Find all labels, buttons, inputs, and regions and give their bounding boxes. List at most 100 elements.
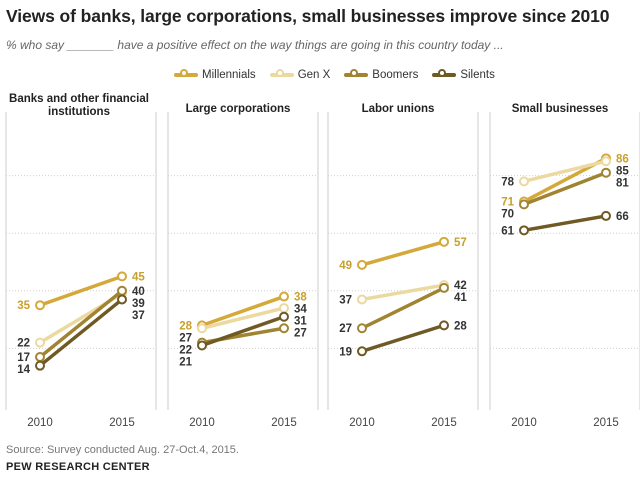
point-labor-gen-x-2010	[357, 294, 367, 305]
legend-label-millennials: Millennials	[202, 69, 256, 81]
data-label-banks-boomers-2015: 40	[132, 286, 145, 298]
point-large-gen-x-2010	[197, 323, 207, 334]
series-line-labor-gen-x	[360, 283, 446, 302]
point-small-boomers-2015	[601, 167, 611, 178]
data-label-banks-millennials-2010: 35	[17, 300, 30, 312]
data-label-large-gen-x-2015: 34	[294, 304, 307, 316]
x-tick-label-large-2010: 2010	[189, 417, 215, 429]
panel-title-large-corporations: Large corporations	[185, 103, 291, 115]
point-labor-boomers-2015	[439, 282, 449, 293]
legend-swatch-boomers	[344, 69, 369, 77]
point-large-silents-2015	[279, 311, 289, 322]
legend-label-genx: Gen X	[297, 69, 331, 81]
point-banks-silents-2015	[117, 294, 127, 305]
legend-item-boomers: Boomers	[344, 69, 418, 81]
point-labor-silents-2015	[439, 320, 449, 331]
point-banks-gen-x-2010	[35, 337, 45, 348]
data-label-banks-gen-x-2015: 39	[132, 298, 145, 310]
chart-title: Views of banks, large corporations, smal…	[6, 6, 610, 26]
data-label-small-boomers-2015: 81	[616, 177, 629, 189]
panel-title-labor-unions: Labor unions	[361, 103, 435, 115]
data-label-large-millennials-2010: 28	[179, 320, 192, 332]
data-label-labor-gen-x-2015: 42	[454, 280, 467, 292]
series-line-large-millennials	[200, 294, 286, 328]
data-label-small-millennials-2010: 71	[501, 197, 514, 209]
data-label-labor-millennials-2015: 57	[454, 237, 467, 249]
data-label-small-gen-x-2010: 78	[501, 176, 514, 188]
data-label-small-silents-2015: 66	[616, 211, 629, 223]
legend-swatch-genx	[269, 69, 294, 77]
data-label-banks-millennials-2015: 45	[132, 271, 145, 283]
point-labor-silents-2010	[357, 346, 367, 357]
point-large-silents-2010	[197, 340, 207, 351]
data-label-large-silents-2010: 21	[179, 356, 192, 368]
point-labor-boomers-2010	[357, 323, 367, 334]
data-label-labor-boomers-2010: 27	[339, 323, 352, 335]
legend-label-silents: Silents	[460, 69, 495, 81]
data-label-labor-gen-x-2010: 37	[339, 294, 352, 306]
x-tick-label-banks-2015: 2015	[109, 417, 135, 429]
data-label-small-boomers-2010: 70	[501, 209, 514, 221]
data-label-banks-silents-2010: 14	[17, 364, 30, 376]
x-tick-label-labor-2010: 2010	[349, 417, 375, 429]
chart-subtitle: % who say _______ have a positive effect…	[6, 38, 504, 52]
point-small-silents-2015	[601, 210, 611, 221]
data-label-large-boomers-2015: 27	[294, 328, 307, 340]
data-label-labor-silents-2015: 28	[454, 320, 467, 332]
data-label-large-gen-x-2010: 27	[179, 332, 192, 344]
point-small-gen-x-2010	[519, 176, 529, 187]
series-line-banks-boomers	[38, 289, 124, 359]
data-label-banks-silents-2015: 37	[132, 310, 145, 322]
point-large-millennials-2015	[279, 291, 289, 302]
data-label-labor-silents-2010: 19	[339, 346, 352, 358]
data-label-small-gen-x-2015: 85	[616, 165, 629, 177]
point-banks-millennials-2010	[35, 300, 45, 311]
legend-label-boomers: Boomers	[372, 69, 419, 81]
legend-item-millennials: Millennials	[174, 69, 256, 81]
data-label-large-silents-2015: 31	[294, 316, 307, 328]
legend-swatch-silents	[432, 69, 457, 77]
legend-swatch-millennials	[174, 69, 198, 77]
series-line-banks-millennials	[38, 274, 124, 307]
series-line-small-gen-x	[522, 159, 608, 184]
point-banks-boomers-2015	[117, 285, 127, 296]
legend: Millennials Gen X Boomers Silents	[174, 69, 495, 81]
series-line-banks-silents	[38, 297, 124, 368]
x-tick-label-small-2010: 2010	[511, 417, 537, 429]
data-label-labor-millennials-2010: 49	[339, 260, 352, 272]
source-note: Source: Survey conducted Aug. 27-Oct.4, …	[6, 444, 239, 456]
point-banks-boomers-2010	[35, 352, 45, 363]
series-line-small-silents	[522, 214, 608, 233]
series-line-labor-silents	[360, 323, 446, 354]
x-tick-label-small-2015: 2015	[593, 417, 619, 429]
x-tick-label-labor-2015: 2015	[431, 417, 457, 429]
data-label-small-millennials-2015: 86	[616, 153, 629, 165]
x-tick-label-banks-2010: 2010	[27, 417, 53, 429]
point-small-silents-2010	[519, 225, 529, 236]
organization-credit: PEW RESEARCH CENTER	[6, 461, 150, 473]
data-label-banks-boomers-2010: 17	[17, 352, 30, 364]
data-label-labor-boomers-2015: 41	[454, 292, 467, 304]
point-banks-millennials-2015	[117, 271, 127, 282]
series-line-large-silents	[200, 314, 286, 348]
data-label-large-millennials-2015: 38	[294, 292, 307, 304]
series-line-large-gen-x	[200, 306, 286, 330]
x-tick-label-large-2015: 2015	[271, 417, 297, 429]
panel-title-small-businesses: Small businesses	[511, 103, 609, 115]
point-large-boomers-2015	[279, 323, 289, 334]
data-label-large-boomers-2010: 22	[179, 344, 192, 356]
point-banks-silents-2010	[35, 360, 45, 371]
series-line-labor-boomers	[360, 286, 446, 330]
point-labor-millennials-2015	[439, 236, 449, 247]
point-large-gen-x-2015	[279, 303, 289, 314]
data-label-small-silents-2010: 61	[501, 225, 514, 237]
point-small-gen-x-2015	[601, 156, 611, 167]
point-small-boomers-2010	[519, 199, 529, 210]
series-line-labor-millennials	[360, 240, 446, 267]
series-line-small-boomers	[522, 170, 608, 207]
legend-item-silents: Silents	[432, 69, 495, 81]
panel-title-banks: Banks and other financial institutions	[9, 93, 149, 118]
data-label-banks-gen-x-2010: 22	[17, 338, 30, 350]
legend-item-genx: Gen X	[269, 69, 331, 81]
